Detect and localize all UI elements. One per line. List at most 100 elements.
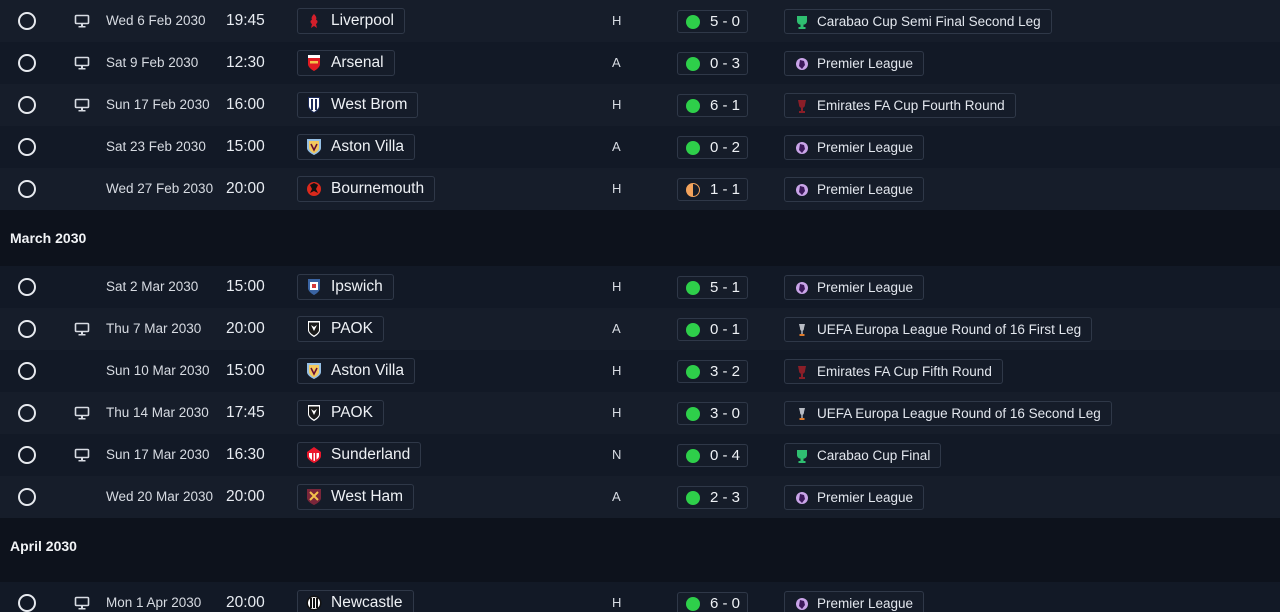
score: 6 - 1: [710, 97, 741, 114]
venue: H: [612, 363, 622, 378]
fixture-date: Sat 9 Feb 2030: [106, 55, 199, 70]
fixture-row[interactable]: Sat 2 Mar 2030 15:00 Ipswich H 5 - 1 Premier …: [0, 266, 1280, 308]
opponent-button[interactable]: PAOK: [297, 316, 384, 342]
competition-button[interactable]: Carabao Cup Semi Final Second Leg: [784, 9, 1052, 34]
fixture-row[interactable]: Wed 20 Mar 2030 20:00 West Ham A 2 - 3 Premie…: [0, 476, 1280, 518]
score: 5 - 0: [710, 13, 741, 30]
competition-name: UEFA Europa League Round of 16 Second Le…: [817, 406, 1101, 421]
fixture-select-circle[interactable]: [18, 180, 36, 198]
fixture-row[interactable]: Sun 17 Mar 2030 16:30 Sunderland N 0 - 4 Cara…: [0, 434, 1280, 476]
opponent-button[interactable]: PAOK: [297, 400, 384, 426]
result-button[interactable]: 3 - 2: [677, 360, 749, 383]
fixture-time: 17:45: [226, 404, 265, 421]
competition-button[interactable]: Emirates FA Cup Fourth Round: [784, 93, 1016, 118]
venue: H: [612, 279, 622, 294]
fixture-time: 16:00: [226, 96, 265, 113]
fixture-row[interactable]: Mon 1 Apr 2030 20:00 Newcastle H 6 - 0 Premie…: [0, 582, 1280, 612]
competition-name: UEFA Europa League Round of 16 First Leg: [817, 322, 1082, 337]
fixture-select-circle[interactable]: [18, 54, 36, 72]
opponent-button[interactable]: Arsenal: [297, 50, 395, 76]
fixture-row[interactable]: Wed 6 Feb 2030 19:45 Liverpool H 5 - 0 Caraba…: [0, 0, 1280, 42]
score: 0 - 3: [710, 55, 741, 72]
opponent-button[interactable]: Aston Villa: [297, 134, 415, 160]
competition-button[interactable]: Premier League: [784, 591, 925, 612]
premier-league-icon: [795, 56, 809, 72]
win-result-icon: [686, 56, 700, 71]
score: 0 - 1: [710, 321, 741, 338]
competition-button[interactable]: Premier League: [784, 485, 925, 510]
result-button[interactable]: 3 - 0: [677, 402, 749, 425]
west-ham-crest: [306, 488, 322, 506]
premier-league-icon: [795, 596, 809, 612]
competition-button[interactable]: UEFA Europa League Round of 16 Second Le…: [784, 401, 1112, 426]
fixture-date: Sat 2 Mar 2030: [106, 279, 199, 294]
competition-button[interactable]: Premier League: [784, 135, 925, 160]
score: 3 - 2: [710, 363, 741, 380]
result-button[interactable]: 5 - 1: [677, 276, 749, 299]
paok-crest: [306, 320, 322, 338]
competition-name: Carabao Cup Final: [817, 448, 931, 463]
competition-name: Emirates FA Cup Fifth Round: [817, 364, 992, 379]
fixture-select-circle[interactable]: [18, 362, 36, 380]
result-button[interactable]: 0 - 2: [677, 136, 749, 159]
opponent-button[interactable]: Bournemouth: [297, 176, 436, 202]
fixture-date: Wed 20 Mar 2030: [106, 489, 214, 504]
competition-name: Emirates FA Cup Fourth Round: [817, 98, 1005, 113]
opponent-name: West Ham: [331, 488, 404, 505]
fixture-row[interactable]: Sun 17 Feb 2030 16:00 West Brom H 6 - 1 Emira…: [0, 84, 1280, 126]
opponent-button[interactable]: Newcastle: [297, 590, 414, 612]
carabao-cup-icon: [795, 448, 809, 464]
competition-button[interactable]: UEFA Europa League Round of 16 First Leg: [784, 317, 1093, 342]
opponent-name: Arsenal: [331, 54, 384, 71]
fixture-row[interactable]: Sun 10 Mar 2030 15:00 Aston Villa H 3 - 2 Emi…: [0, 350, 1280, 392]
fixture-time: 20:00: [226, 488, 265, 505]
fixture-select-circle[interactable]: [18, 138, 36, 156]
draw-result-icon: [686, 182, 700, 197]
fixture-row[interactable]: Sat 23 Feb 2030 15:00 Aston Villa A 0 - 2 Pre…: [0, 126, 1280, 168]
competition-button[interactable]: Premier League: [784, 51, 925, 76]
fixture-select-circle[interactable]: [18, 12, 36, 30]
fixture-select-circle[interactable]: [18, 278, 36, 296]
competition-button[interactable]: Carabao Cup Final: [784, 443, 942, 468]
result-button[interactable]: 5 - 0: [677, 10, 749, 33]
opponent-button[interactable]: Liverpool: [297, 8, 405, 34]
competition-button[interactable]: Premier League: [784, 177, 925, 202]
result-button[interactable]: 0 - 1: [677, 318, 749, 341]
fixture-time: 15:00: [226, 362, 265, 379]
fixture-select-circle[interactable]: [18, 404, 36, 422]
result-button[interactable]: 0 - 4: [677, 444, 749, 467]
result-button[interactable]: 1 - 1: [677, 178, 749, 201]
win-result-icon: [686, 140, 700, 155]
premier-league-icon: [795, 140, 809, 156]
fixture-row[interactable]: Thu 7 Mar 2030 20:00 PAOK A 0 - 1 UEFA Europa…: [0, 308, 1280, 350]
competition-button[interactable]: Premier League: [784, 275, 925, 300]
fixture-date: Sun 10 Mar 2030: [106, 363, 210, 378]
opponent-button[interactable]: Sunderland: [297, 442, 422, 468]
opponent-button[interactable]: Ipswich: [297, 274, 394, 300]
opponent-name: Liverpool: [331, 12, 394, 29]
result-button[interactable]: 6 - 0: [677, 592, 749, 612]
score: 5 - 1: [710, 279, 741, 296]
opponent-button[interactable]: West Ham: [297, 484, 415, 510]
fixture-time: 20:00: [226, 594, 265, 611]
fixture-select-circle[interactable]: [18, 446, 36, 464]
fixture-row[interactable]: Thu 14 Mar 2030 17:45 PAOK H 3 - 0 UEFA Europ…: [0, 392, 1280, 434]
opponent-button[interactable]: West Brom: [297, 92, 419, 118]
result-button[interactable]: 0 - 3: [677, 52, 749, 75]
venue: A: [612, 139, 621, 154]
competition-name: Premier League: [817, 182, 914, 197]
score: 1 - 1: [710, 181, 741, 198]
fixture-row[interactable]: Wed 27 Feb 2030 20:00 Bournemouth H 1 - 1 Pre…: [0, 168, 1280, 210]
win-result-icon: [686, 364, 700, 379]
opponent-button[interactable]: Aston Villa: [297, 358, 415, 384]
fixture-select-circle[interactable]: [18, 96, 36, 114]
fixture-select-circle[interactable]: [18, 320, 36, 338]
competition-button[interactable]: Emirates FA Cup Fifth Round: [784, 359, 1003, 384]
fixture-select-circle[interactable]: [18, 594, 36, 612]
result-button[interactable]: 6 - 1: [677, 94, 749, 117]
result-button[interactable]: 2 - 3: [677, 486, 749, 509]
score: 0 - 4: [710, 447, 741, 464]
fixture-row[interactable]: Sat 9 Feb 2030 12:30 Arsenal A 0 - 3 Premier …: [0, 42, 1280, 84]
fixture-select-circle[interactable]: [18, 488, 36, 506]
liverpool-crest: [306, 12, 322, 30]
